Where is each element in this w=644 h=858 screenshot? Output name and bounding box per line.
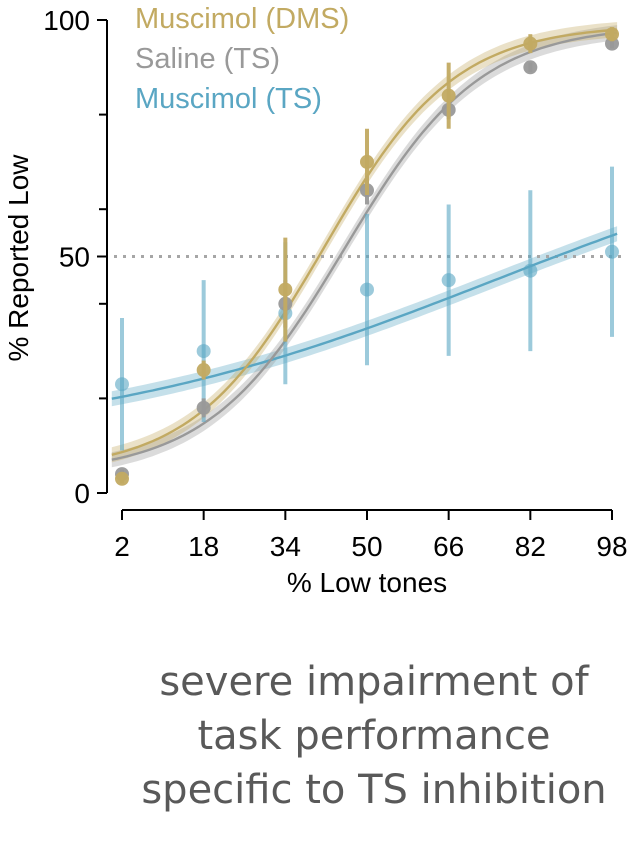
- data-point: [360, 154, 374, 169]
- x-axis-label: % Low tones: [287, 567, 447, 598]
- axes: 0 50 100 2 18 34 50 66 82 98 % Low tones % Reported…: [3, 5, 628, 598]
- data-point: [441, 88, 456, 103]
- data-point: [523, 263, 538, 278]
- y-axis-label: % Reported Low: [3, 154, 34, 362]
- data-point: [115, 471, 129, 486]
- legend: Muscimol (DMS) Saline (TS) Muscimol (TS): [135, 3, 349, 115]
- data-point: [196, 363, 211, 378]
- legend-entry-1: Saline (TS): [135, 43, 280, 75]
- data-point: [196, 400, 211, 415]
- y-tick-label: 0: [74, 478, 90, 509]
- data-point: [441, 273, 456, 288]
- psychometric-chart: 0 50 100 2 18 34 50 66 82 98 % Low tones % Reported…: [3, 3, 628, 598]
- x-tick-label: 98: [596, 531, 627, 562]
- data-point: [278, 282, 293, 297]
- caption-line-2: task performance: [197, 713, 551, 759]
- data-point: [605, 244, 619, 259]
- data-point: [115, 377, 129, 392]
- y-tick-label: 100: [43, 5, 90, 36]
- caption: severe impairment of task performance sp…: [52, 655, 644, 817]
- data-point: [196, 344, 211, 359]
- x-tick-label: 66: [433, 531, 464, 562]
- data-points: [115, 27, 619, 486]
- fit-band-2: [111, 226, 618, 407]
- caption-line-1: severe impairment of: [159, 659, 589, 705]
- x-tick-label: 50: [351, 531, 382, 562]
- y-tick-label: 50: [59, 242, 90, 273]
- data-point: [360, 282, 374, 297]
- x-tick-label: 18: [188, 531, 219, 562]
- legend-entry-2: Muscimol (TS): [135, 83, 322, 115]
- legend-entry-0: Muscimol (DMS): [135, 3, 349, 35]
- data-point: [605, 27, 619, 42]
- caption-line-3: specific to TS inhibition: [141, 767, 607, 813]
- x-tick-label: 34: [270, 531, 301, 562]
- x-tick-label: 82: [515, 531, 546, 562]
- x-tick-label: 2: [114, 531, 130, 562]
- fit-curve-1: [111, 31, 618, 461]
- data-point: [523, 36, 538, 51]
- data-point: [523, 60, 538, 75]
